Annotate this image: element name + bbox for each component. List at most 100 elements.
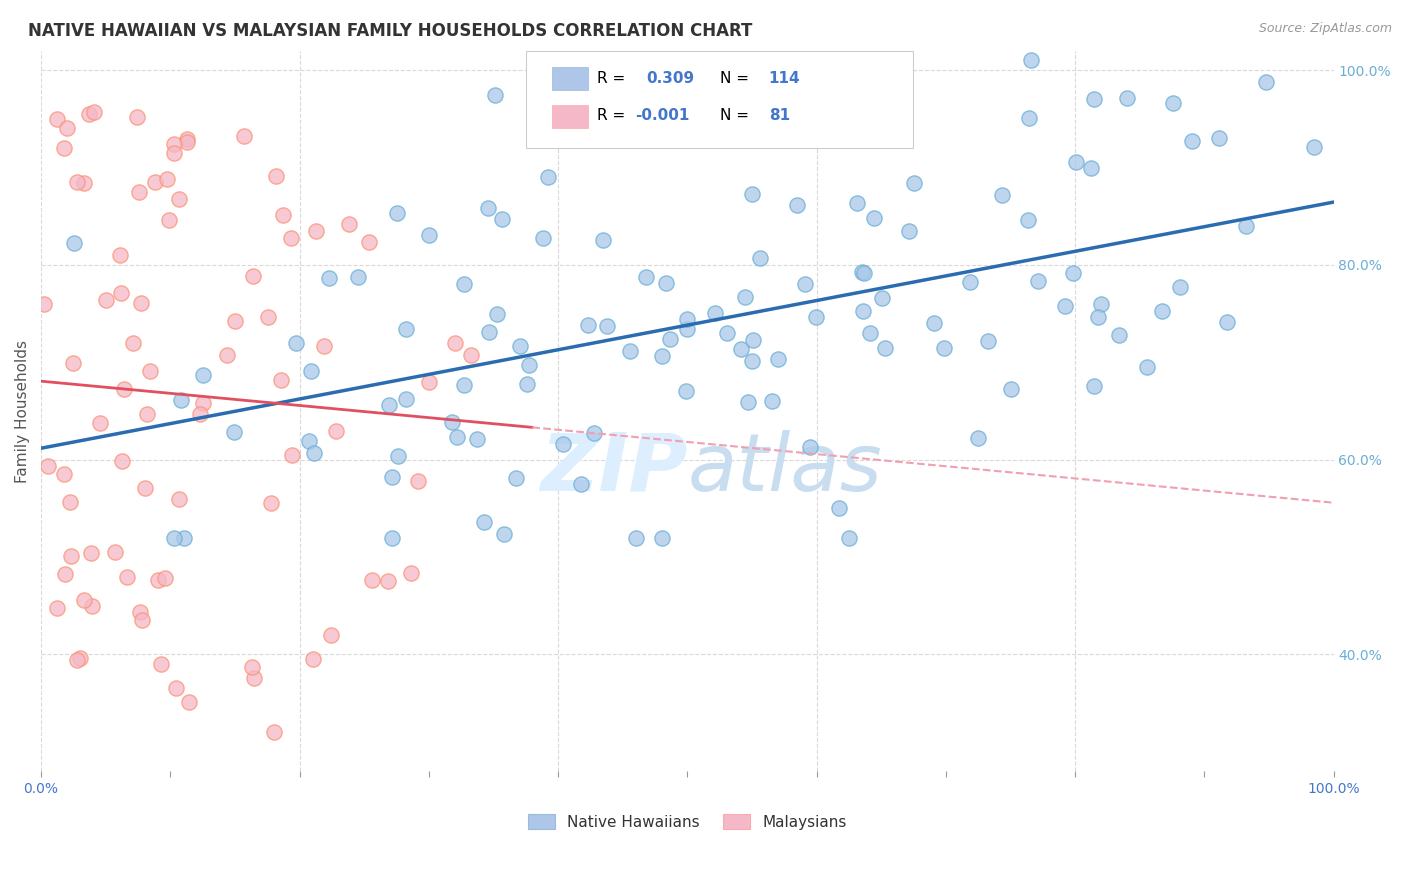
Text: 0.309: 0.309 bbox=[645, 70, 695, 86]
Point bbox=[112, 382, 135, 396]
Point bbox=[32, 296, 55, 310]
Point bbox=[263, 725, 285, 739]
FancyBboxPatch shape bbox=[526, 51, 914, 148]
Point bbox=[89, 416, 111, 430]
Point bbox=[143, 175, 166, 189]
Point bbox=[215, 348, 238, 362]
Point bbox=[63, 236, 86, 251]
Point bbox=[260, 496, 283, 510]
Legend: Native Hawaiians, Malaysians: Native Hawaiians, Malaysians bbox=[522, 807, 853, 836]
Point bbox=[1208, 131, 1230, 145]
Point bbox=[395, 392, 418, 406]
Point bbox=[922, 316, 945, 330]
Point bbox=[302, 652, 325, 666]
FancyBboxPatch shape bbox=[551, 67, 588, 90]
Point bbox=[298, 434, 321, 449]
Text: ZIP: ZIP bbox=[540, 430, 688, 508]
Point bbox=[804, 310, 827, 324]
Point bbox=[873, 341, 896, 355]
Point bbox=[443, 335, 465, 350]
Point bbox=[769, 84, 792, 98]
Point bbox=[240, 660, 263, 674]
Point bbox=[378, 398, 401, 412]
Point bbox=[596, 318, 619, 333]
Point bbox=[467, 432, 489, 446]
Text: NATIVE HAWAIIAN VS MALAYSIAN FAMILY HOUSEHOLDS CORRELATION CHART: NATIVE HAWAIIAN VS MALAYSIAN FAMILY HOUS… bbox=[28, 22, 752, 40]
Point bbox=[1019, 54, 1042, 68]
Text: N =: N = bbox=[720, 108, 748, 123]
Point bbox=[838, 531, 860, 545]
Point bbox=[162, 136, 184, 151]
Point bbox=[1161, 95, 1184, 110]
Point bbox=[325, 424, 347, 438]
Point bbox=[582, 425, 605, 440]
Text: R =: R = bbox=[596, 70, 626, 86]
Point bbox=[484, 88, 506, 103]
Point bbox=[453, 377, 475, 392]
Point bbox=[190, 407, 212, 421]
Point bbox=[1018, 111, 1040, 125]
Point bbox=[177, 695, 200, 709]
Point bbox=[799, 440, 821, 454]
Point bbox=[1152, 304, 1174, 318]
Point bbox=[165, 681, 187, 695]
Point bbox=[659, 332, 682, 346]
Point bbox=[281, 448, 304, 462]
Point bbox=[233, 128, 256, 143]
Point bbox=[486, 307, 509, 321]
Point bbox=[52, 467, 75, 481]
Point bbox=[786, 197, 808, 211]
Point bbox=[243, 671, 266, 685]
Point bbox=[1080, 161, 1102, 175]
Point bbox=[460, 348, 482, 362]
Point bbox=[1254, 75, 1277, 89]
Point bbox=[406, 474, 429, 488]
Point bbox=[704, 306, 727, 320]
Point bbox=[531, 231, 554, 245]
Point bbox=[576, 318, 599, 332]
Point bbox=[716, 326, 738, 340]
Point bbox=[242, 269, 264, 284]
Point bbox=[491, 212, 513, 227]
Point bbox=[851, 265, 873, 279]
Point bbox=[55, 566, 77, 581]
Point bbox=[1181, 134, 1204, 148]
Point bbox=[65, 653, 87, 667]
Point bbox=[1062, 266, 1084, 280]
Point bbox=[146, 573, 169, 587]
Point bbox=[863, 211, 886, 225]
Point bbox=[257, 310, 280, 325]
Point bbox=[624, 531, 647, 545]
Point bbox=[167, 192, 190, 206]
Point bbox=[122, 335, 145, 350]
Point bbox=[125, 110, 148, 124]
Point bbox=[45, 112, 67, 126]
Text: R =: R = bbox=[596, 108, 626, 123]
Point bbox=[1136, 359, 1159, 374]
Point bbox=[305, 224, 328, 238]
Point bbox=[553, 437, 575, 451]
Point bbox=[852, 304, 875, 318]
Point bbox=[675, 384, 697, 398]
Point bbox=[270, 373, 292, 387]
Point bbox=[766, 351, 789, 366]
Point bbox=[347, 269, 370, 284]
Point bbox=[301, 364, 323, 378]
Point bbox=[1083, 92, 1105, 106]
Point bbox=[134, 481, 156, 495]
Point bbox=[156, 172, 179, 186]
Point bbox=[46, 601, 69, 615]
Point bbox=[846, 195, 869, 210]
Point bbox=[56, 120, 79, 135]
Point bbox=[898, 224, 921, 238]
Point bbox=[117, 570, 139, 584]
Point bbox=[505, 471, 527, 485]
Point bbox=[110, 285, 132, 300]
Point bbox=[361, 573, 384, 587]
Point bbox=[418, 375, 440, 389]
Point bbox=[380, 470, 402, 484]
Point bbox=[793, 277, 815, 291]
Point bbox=[828, 500, 851, 515]
Point bbox=[761, 393, 783, 408]
Point bbox=[651, 349, 673, 363]
